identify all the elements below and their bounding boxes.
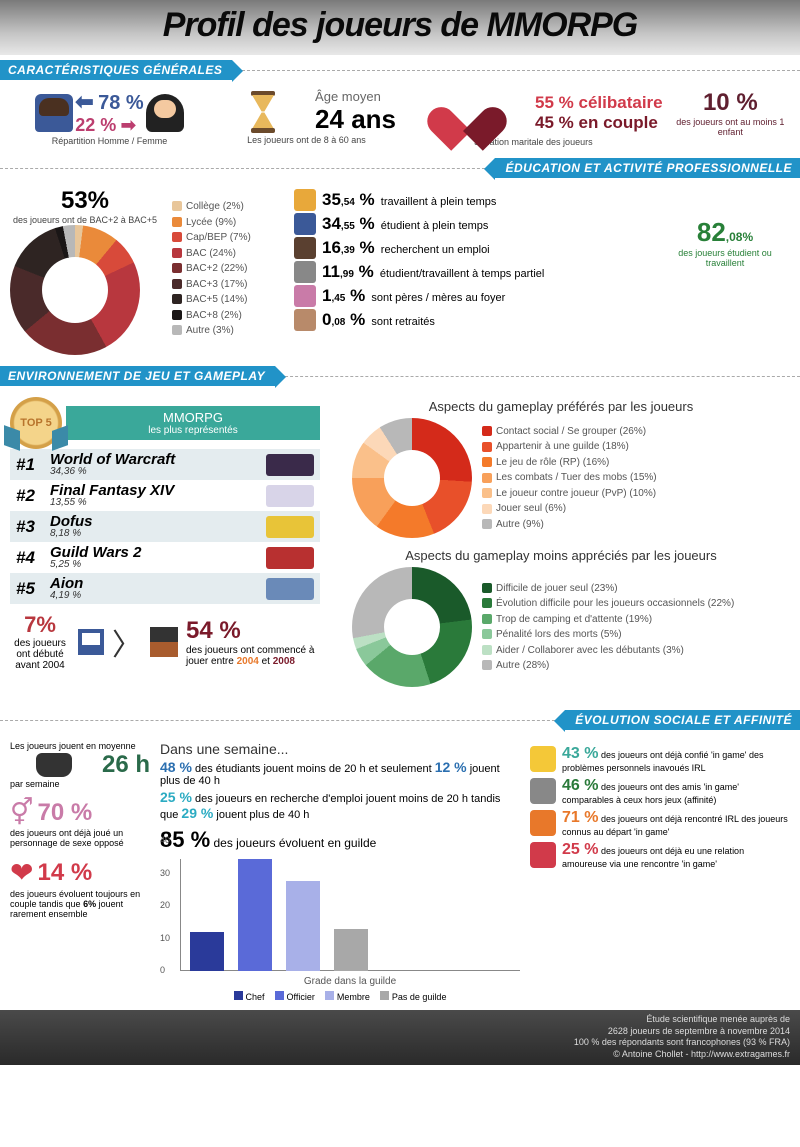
gamepad-icon <box>36 753 72 777</box>
workstudy-caption: des joueurs étudient ou travaillent <box>660 248 790 268</box>
section-education-divider: ÉDUCATION ET ACTIVITÉ PROFESSIONNELLE <box>0 157 800 179</box>
hourglass-icon <box>248 91 278 133</box>
guild-headline: 85 % des joueurs évoluent en guilde <box>160 827 520 853</box>
footer-l3: 100 % des répondants sont francophones (… <box>10 1037 790 1049</box>
children-caption: des joueurs ont au moins 1 enfant <box>671 117 790 137</box>
hours-block: Les joueurs jouent en moyenne 26 h par s… <box>10 741 150 789</box>
section-general-label: CARACTÉRISTIQUES GÉNÉRALES <box>0 60 232 80</box>
edu-headline-caption: des joueurs ont de BAC+2 à BAC+5 <box>10 215 160 225</box>
week-title: Dans une semaine... <box>160 741 520 757</box>
desk-icon <box>150 627 178 657</box>
week-line-1: 48 % des étudiants jouent moins de 20 h … <box>160 759 520 787</box>
section-gameplay-label: ENVIRONNEMENT DE JEU ET GAMEPLAY <box>0 366 275 386</box>
education-donut-chart <box>10 225 140 355</box>
avatar-male-icon <box>35 94 73 132</box>
workstudy-pct: 82 <box>697 217 726 247</box>
edu-headline-pct: 53% <box>10 187 160 215</box>
age-caption: Les joueurs ont de 8 à 60 ans <box>217 135 396 145</box>
couple-pct: 45 % <box>535 113 574 132</box>
top5-games-list: #1World of Warcraft34,36 %#2Final Fantas… <box>10 449 320 604</box>
page-header: Profil des joueurs de MMORPG <box>0 0 800 55</box>
debut-block: 7% des joueurs ont débuté avant 2004 〉 5… <box>10 612 320 671</box>
marital-block: 55 % célibataire 45 % en couple Situatio… <box>404 89 663 147</box>
children-pct: 10 % <box>671 89 790 117</box>
top5-badge-icon: TOP 5 <box>10 397 62 449</box>
education-legend: Collège (2%)Lycée (9%)Cap/BEP (7%)BAC (2… <box>172 187 282 355</box>
section-education-label: ÉDUCATION ET ACTIVITÉ PROFESSIONNELLE <box>495 158 800 178</box>
avatar-female-icon <box>146 94 184 132</box>
dislike-legend: Difficile de jouer seul (23%)Évolution d… <box>482 581 734 674</box>
footer-l2: 2628 joueurs de septembre à novembre 201… <box>10 1026 790 1038</box>
single-pct: 55 % <box>535 93 574 112</box>
section-social-divider: ÉVOLUTION SOCIALE ET AFFINITÉ <box>0 709 800 731</box>
dislike-donut-chart <box>352 567 472 687</box>
activity-list: 35,54 % travaillent à plein temps34,55 %… <box>294 187 648 355</box>
opposite-sex-block: ⚥70 % des joueurs ont déjà joué un perso… <box>10 797 150 848</box>
page-footer: Étude scientifique menée auprès de 2628 … <box>0 1010 800 1065</box>
single-label: célibataire <box>579 93 663 112</box>
male-pct: 78 % <box>98 92 144 114</box>
footer-l4: © Antoine Chollet - http://www.extragame… <box>10 1049 790 1061</box>
social-stats-list: 43 % des joueurs ont déjà confié 'in gam… <box>530 741 790 1002</box>
arrow-right-icon: ➡ <box>121 115 136 135</box>
heart-icon <box>440 89 494 137</box>
page-title: Profil des joueurs de MMORPG <box>0 6 800 45</box>
top5-title: MMORPG les plus représentés <box>66 406 320 440</box>
gender-symbol-icon: ⚥ <box>10 797 33 828</box>
floppy-icon <box>78 629 104 655</box>
section-gameplay-divider: ENVIRONNEMENT DE JEU ET GAMEPLAY <box>0 365 800 387</box>
footer-l1: Étude scientifique menée auprès de <box>10 1014 790 1026</box>
female-pct: 22 % <box>75 115 116 135</box>
arrow-left-icon: ⬅ <box>75 89 93 114</box>
prefer-donut-chart <box>352 418 472 538</box>
gender-block: ⬅ 78 % 22 % ➡ Répartition Homme / Femme <box>10 89 209 146</box>
guild-bar-chart: Grade dans la guilde 010203040 <box>160 859 520 989</box>
age-block: Âge moyen 24 ans Les joueurs ont de 8 à … <box>217 89 396 145</box>
age-value: 24 ans <box>315 104 396 135</box>
heart-small-icon: ❤ <box>10 856 33 889</box>
dislike-title: Aspects du gameplay moins appréciés par … <box>332 548 790 563</box>
couple-label: en couple <box>579 113 658 132</box>
section-general-divider: CARACTÉRISTIQUES GÉNÉRALES <box>0 59 800 81</box>
gender-caption: Répartition Homme / Femme <box>10 136 209 146</box>
guild-legend: ChefOfficierMembrePas de guilde <box>160 991 520 1002</box>
prefer-title: Aspects du gameplay préférés par les jou… <box>332 399 790 414</box>
prefer-legend: Contact social / Se grouper (26%)Apparte… <box>482 424 657 533</box>
age-label: Âge moyen <box>315 89 396 104</box>
section-social-label: ÉVOLUTION SOCIALE ET AFFINITÉ <box>565 710 800 730</box>
week-line-2: 25 % des joueurs en recherche d'emploi j… <box>160 789 520 821</box>
children-block: 10 % des joueurs ont au moins 1 enfant <box>671 89 790 137</box>
couple-play-block: ❤14 % des joueurs évoluent toujours en c… <box>10 856 150 919</box>
